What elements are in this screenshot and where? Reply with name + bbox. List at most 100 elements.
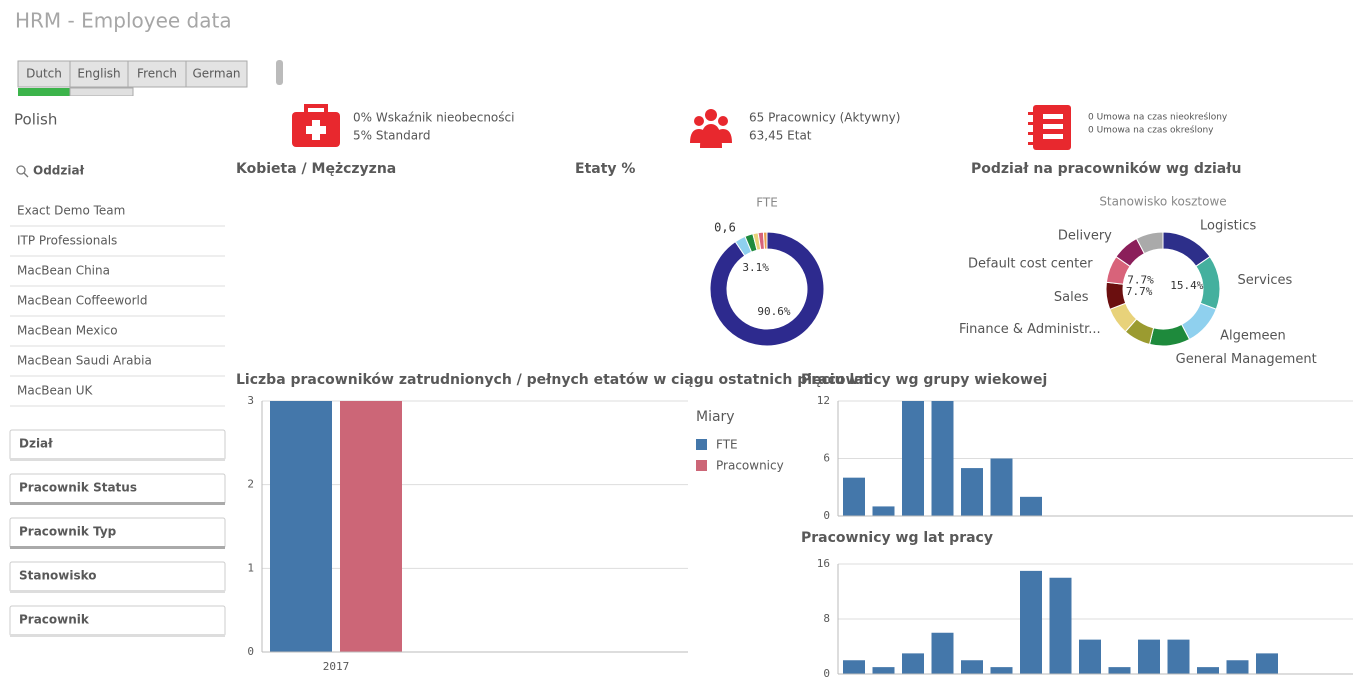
x-tick-label: 2017 [323, 660, 350, 673]
language-button[interactable] [185, 60, 248, 88]
chart-subtitle: Stanowisko kosztowe [1099, 195, 1226, 209]
chart-title: Pracownicy wg grupy wiekowej [801, 372, 1047, 388]
category-label: Services [1237, 273, 1292, 288]
bar [872, 506, 895, 516]
bar [1138, 639, 1160, 674]
bar [902, 653, 924, 674]
bar [1108, 667, 1131, 674]
dimension-underline [10, 458, 225, 461]
dimension-underline [10, 590, 225, 593]
contract-icon [1028, 105, 1071, 150]
bar [270, 401, 332, 652]
dimension-label[interactable]: Pracownik Typ [19, 525, 117, 539]
annotation: 0,6 [714, 221, 736, 235]
y-tick-label: 16 [817, 557, 830, 570]
bar [1020, 570, 1042, 674]
category-label: Default cost center [968, 256, 1093, 271]
search-icon[interactable] [16, 165, 29, 178]
dimension-label[interactable]: Stanowisko [19, 569, 97, 583]
bar [872, 667, 895, 674]
filter-item[interactable]: MacBean China [17, 264, 110, 278]
y-tick-label: 12 [817, 394, 830, 407]
y-tick-label: 0 [823, 667, 830, 680]
legend-swatch [696, 439, 707, 450]
mask [0, 96, 300, 106]
bar [1226, 660, 1249, 674]
bar [931, 401, 954, 516]
language-label[interactable]: Dutch [26, 67, 62, 81]
y-tick-label: 2 [247, 478, 254, 491]
language-label[interactable]: English [77, 67, 120, 81]
kpi-text: 63,45 Etat [749, 129, 812, 143]
y-tick-label: 3 [247, 394, 254, 407]
chart-title: Etaty % [575, 161, 635, 177]
filter-item[interactable]: MacBean Coffeeworld [17, 294, 148, 308]
filter-item[interactable]: MacBean Saudi Arabia [17, 354, 152, 368]
bar [1079, 639, 1101, 674]
donut-segment [762, 231, 768, 250]
bar [1197, 667, 1219, 674]
dimension-label[interactable]: Dział [19, 437, 53, 451]
language-button-partial[interactable] [69, 87, 134, 97]
chart-title: Liczba pracowników zatrudnionych / pełny… [236, 372, 871, 388]
value-label: 3.1% [742, 261, 769, 274]
people-icon [690, 109, 732, 148]
legend-label[interactable]: FTE [716, 438, 738, 452]
value-label: 7.7% [1126, 285, 1153, 298]
bar [1020, 496, 1042, 516]
value-label: 15.4% [1170, 279, 1203, 292]
filter-item[interactable]: MacBean Mexico [17, 324, 118, 338]
filter-item[interactable]: MacBean UK [17, 384, 93, 398]
kpi-text: 0% Wskaźnik nieobecności [353, 111, 514, 125]
bar [961, 660, 983, 674]
search-label[interactable]: Oddział [33, 164, 85, 178]
bar [931, 632, 954, 674]
kpi-text: 5% Standard [353, 129, 430, 143]
filter-item[interactable]: Exact Demo Team [17, 204, 125, 218]
category-label: Finance & Administr... [959, 322, 1101, 337]
language-label[interactable]: French [137, 67, 177, 81]
value-label: 7.7% [1127, 274, 1154, 287]
first-aid-icon [292, 104, 340, 147]
donut-segment [1148, 323, 1191, 347]
value-label: 90.6% [757, 305, 790, 318]
category-label: Sales [1054, 290, 1089, 305]
category-label: Algemeen [1220, 329, 1286, 344]
language-button[interactable] [127, 60, 187, 88]
chart-subtitle: FTE [756, 196, 778, 210]
bar [1049, 577, 1072, 674]
page-title: HRM - Employee data [15, 9, 232, 33]
dimension-underline [10, 502, 225, 505]
dimension-label[interactable]: Pracownik [19, 613, 90, 627]
category-label: General Management [1176, 352, 1317, 367]
kpi-text: 0 Umowa na czas określony [1088, 125, 1214, 136]
selected-language: Polish [14, 111, 57, 129]
filter-item[interactable]: ITP Professionals [17, 234, 117, 248]
legend-title: Miary [696, 409, 735, 425]
dimension-label[interactable]: Pracownik Status [19, 481, 137, 495]
language-label[interactable]: German [192, 67, 240, 81]
language-button-partial[interactable] [18, 88, 70, 96]
chart-title: Podział na pracowników wg działu [971, 161, 1241, 177]
y-tick-label: 0 [823, 509, 830, 522]
chart-title: Kobieta / Mężczyzna [236, 161, 396, 177]
y-tick-label: 6 [823, 452, 830, 465]
language-button[interactable] [17, 60, 71, 88]
category-label: Logistics [1200, 219, 1256, 234]
scrollbar[interactable] [276, 60, 283, 85]
kpi-text: 0 Umowa na czas nieokreślony [1088, 112, 1228, 123]
bar [990, 458, 1013, 516]
bar [961, 468, 983, 516]
bar [990, 667, 1013, 674]
dimension-underline [10, 546, 225, 549]
y-tick-label: 1 [247, 561, 254, 574]
legend-label[interactable]: Pracownicy [716, 459, 784, 473]
kpi-text: 65 Pracownicy (Aktywny) [749, 111, 900, 125]
bar [843, 477, 865, 516]
dimension-underline [10, 634, 225, 637]
donut-segment [709, 231, 825, 347]
bar [340, 401, 402, 652]
donut-segment [1135, 231, 1164, 255]
bar [1256, 653, 1278, 674]
